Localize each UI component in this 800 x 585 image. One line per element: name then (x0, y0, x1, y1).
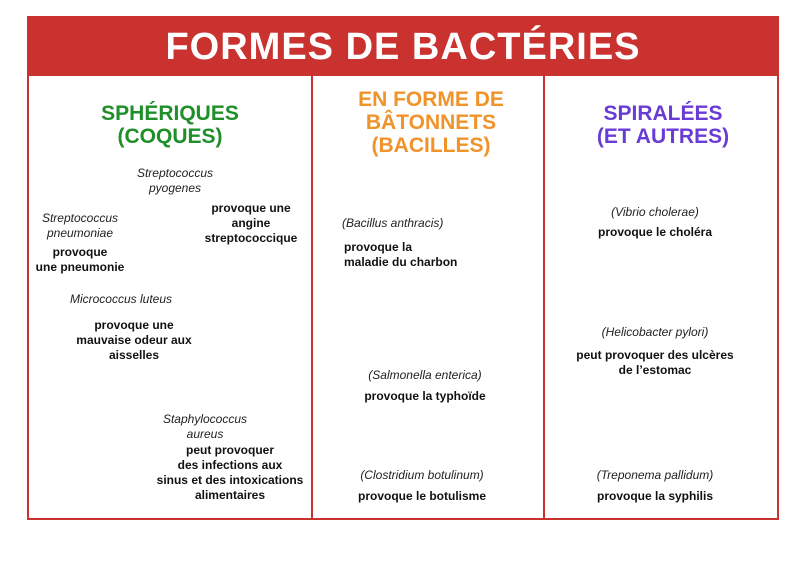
spiral-column-title: SPIRALÉES (ET AUTRES) (596, 102, 730, 148)
page-title: FORMES DE BACTÉRIES (29, 18, 777, 76)
species-label: (Clostridium botulinum) (360, 468, 484, 482)
effect-label: provoque la typhoïde (364, 389, 486, 403)
effect-label: peut provoquer des infections aux sinus … (156, 443, 304, 502)
species-label: Streptococcus pneumoniae (41, 211, 119, 240)
species-label: Staphylococcus aureus (162, 412, 248, 441)
species-label: (Helicobacter pylori) (601, 325, 709, 339)
column-divider-2 (543, 76, 545, 518)
effect-label: provoque la syphilis (596, 489, 714, 503)
species-label: Streptococcus pyogenes (136, 166, 214, 195)
rods-column-title: EN FORME DE BÂTONNETS (BACILLES) (358, 88, 504, 157)
species-label: (Salmonella enterica) (368, 368, 482, 382)
effect-label: provoque une angine streptococcique (204, 201, 298, 245)
column-divider-1 (311, 76, 313, 518)
effect-label: peut provoquer des ulcères de l’estomac (576, 348, 734, 377)
species-label: (Treponema pallidum) (596, 468, 714, 482)
effect-label: provoque le botulisme (357, 489, 486, 503)
species-label: (Vibrio cholerae) (611, 205, 699, 219)
poster-frame: FORMES DE BACTÉRIES (27, 16, 779, 520)
species-label: (Bacillus anthracis) (342, 216, 444, 230)
effect-label: provoque une mauvaise odeur aux aisselle… (76, 318, 192, 362)
spherical-column-title: SPHÉRIQUES (COQUES) (101, 102, 239, 148)
effect-label: provoque le choléra (597, 225, 713, 239)
species-label: Micrococcus luteus (69, 292, 173, 306)
effect-label: provoque une pneumonie (35, 245, 125, 274)
effect-label: provoque la maladie du charbon (344, 240, 458, 269)
